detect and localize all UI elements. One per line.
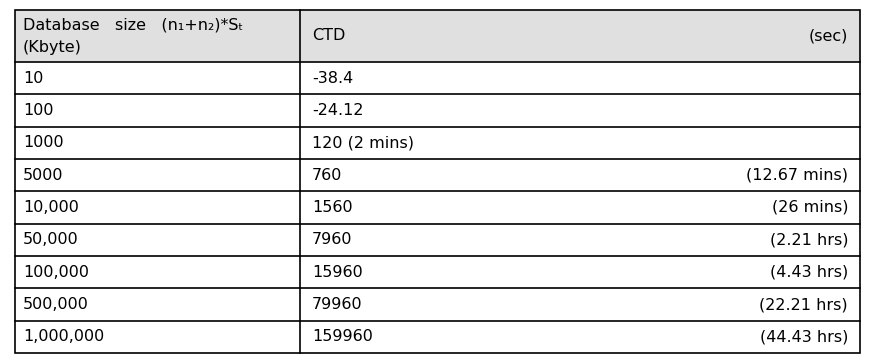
Text: 159960: 159960 bbox=[312, 329, 373, 344]
Text: 500,000: 500,000 bbox=[23, 297, 89, 312]
Text: 760: 760 bbox=[312, 168, 342, 183]
Text: (12.67 mins): (12.67 mins) bbox=[746, 168, 848, 183]
Text: Database   size   (n₁+n₂)*Sₜ: Database size (n₁+n₂)*Sₜ bbox=[23, 17, 243, 32]
Text: 100: 100 bbox=[23, 103, 53, 118]
Text: 15960: 15960 bbox=[312, 265, 363, 280]
Text: -24.12: -24.12 bbox=[312, 103, 363, 118]
Text: (26 mins): (26 mins) bbox=[772, 200, 848, 215]
Text: 100,000: 100,000 bbox=[23, 265, 89, 280]
Text: 1000: 1000 bbox=[23, 135, 64, 150]
Text: (22.21 hrs): (22.21 hrs) bbox=[760, 297, 848, 312]
Text: 10,000: 10,000 bbox=[23, 200, 79, 215]
Text: (sec): (sec) bbox=[808, 29, 848, 44]
Text: 1,000,000: 1,000,000 bbox=[23, 329, 104, 344]
Text: 10: 10 bbox=[23, 71, 44, 86]
Bar bbox=[15, 10, 860, 62]
Text: (2.21 hrs): (2.21 hrs) bbox=[769, 232, 848, 247]
Text: 1560: 1560 bbox=[312, 200, 353, 215]
Text: (Kbyte): (Kbyte) bbox=[23, 40, 82, 55]
Text: 120 (2 mins): 120 (2 mins) bbox=[312, 135, 414, 150]
Text: 7960: 7960 bbox=[312, 232, 353, 247]
Text: -38.4: -38.4 bbox=[312, 71, 354, 86]
Text: 79960: 79960 bbox=[312, 297, 362, 312]
Text: (4.43 hrs): (4.43 hrs) bbox=[770, 265, 848, 280]
Text: 5000: 5000 bbox=[23, 168, 64, 183]
Text: 50,000: 50,000 bbox=[23, 232, 79, 247]
Text: CTD: CTD bbox=[312, 29, 346, 44]
Text: (44.43 hrs): (44.43 hrs) bbox=[760, 329, 848, 344]
